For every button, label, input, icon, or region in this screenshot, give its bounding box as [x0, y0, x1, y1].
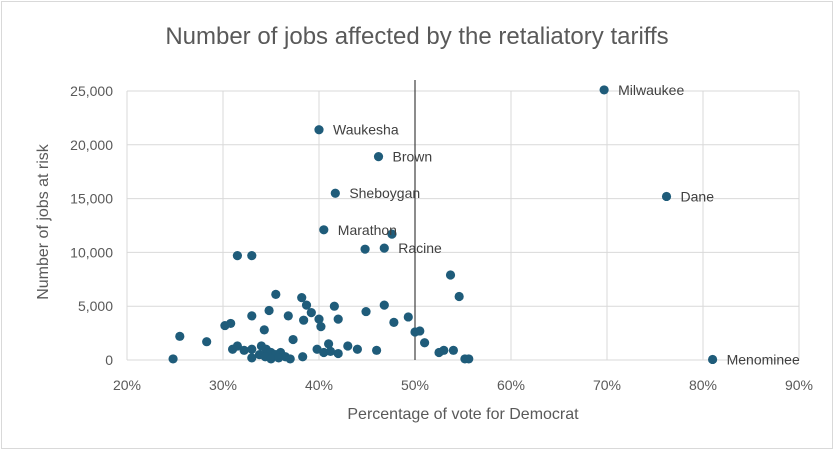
data-point	[331, 189, 340, 198]
x-tick-label: 30%	[209, 377, 237, 393]
data-point	[233, 251, 242, 260]
data-point	[330, 302, 339, 311]
data-point	[316, 322, 325, 331]
data-point	[600, 85, 609, 94]
y-tick-label: 15,000	[70, 191, 113, 207]
y-tick-label: 25,000	[70, 83, 113, 99]
gridlines	[127, 91, 799, 360]
x-tick-label: 70%	[593, 377, 621, 393]
y-tick-label: 10,000	[70, 244, 113, 260]
data-point	[455, 292, 464, 301]
x-tick-label: 40%	[305, 377, 333, 393]
point-label: Brown	[393, 149, 433, 165]
chart-title: Number of jobs affected by the retaliato…	[165, 23, 668, 50]
data-point	[247, 345, 256, 354]
scatter-chart: Number of jobs affected by the retaliato…	[2, 2, 834, 450]
data-point	[380, 301, 389, 310]
chart-frame: Number of jobs affected by the retaliato…	[1, 1, 833, 449]
point-label: Milwaukee	[618, 82, 684, 98]
data-point	[286, 354, 295, 363]
data-point	[202, 337, 211, 346]
data-point	[314, 125, 323, 134]
data-point	[404, 312, 413, 321]
point-label: Racine	[398, 240, 442, 256]
data-point	[708, 355, 717, 364]
data-point	[168, 354, 177, 363]
data-point	[374, 152, 383, 161]
data-point	[662, 192, 671, 201]
data-point	[175, 332, 184, 341]
x-tick-label: 20%	[113, 377, 141, 393]
data-point	[298, 352, 307, 361]
y-tick-label: 20,000	[70, 137, 113, 153]
x-axis-title: Percentage of vote for Democrat	[347, 406, 579, 423]
data-points	[168, 85, 717, 364]
x-tick-label: 50%	[401, 377, 429, 393]
point-label: Sheboygan	[349, 185, 420, 201]
data-point	[415, 326, 424, 335]
data-point	[274, 353, 283, 362]
data-point	[260, 325, 269, 334]
data-point	[288, 335, 297, 344]
data-point	[380, 243, 389, 252]
y-axis-ticks: 0 5,000 10,000 15,000 20,000 25,000	[70, 83, 113, 368]
data-point	[372, 346, 381, 355]
data-point	[449, 346, 458, 355]
data-point	[307, 308, 316, 317]
data-point	[247, 251, 256, 260]
data-point	[446, 270, 455, 279]
data-point	[361, 307, 370, 316]
data-point	[264, 306, 273, 315]
data-point	[271, 290, 280, 299]
point-label: Dane	[681, 188, 715, 204]
y-tick-label: 0	[105, 352, 113, 368]
data-point	[334, 315, 343, 324]
data-point	[299, 316, 308, 325]
point-label: Waukesha	[333, 122, 399, 138]
data-point	[464, 354, 473, 363]
data-point	[420, 338, 429, 347]
data-point	[226, 319, 235, 328]
data-point	[360, 245, 369, 254]
data-point	[334, 349, 343, 358]
point-labels: Milwaukee Waukesha Brown Sheboygan Dane Marat…	[333, 82, 800, 368]
data-point	[389, 318, 398, 327]
x-tick-label: 90%	[785, 377, 813, 393]
x-axis-ticks: 20% 30% 40% 50% 60% 70% 80% 90%	[113, 377, 813, 393]
y-tick-label: 5,000	[78, 298, 113, 314]
data-point	[343, 341, 352, 350]
x-tick-label: 80%	[689, 377, 717, 393]
data-point	[247, 311, 256, 320]
x-tick-label: 60%	[497, 377, 525, 393]
y-axis-title: Number of jobs at risk	[35, 143, 52, 300]
data-point	[284, 311, 293, 320]
point-label: Marathon	[338, 222, 397, 238]
data-point	[434, 348, 443, 357]
point-label: Menominee	[727, 351, 800, 367]
data-point	[353, 345, 362, 354]
data-point	[319, 225, 328, 234]
